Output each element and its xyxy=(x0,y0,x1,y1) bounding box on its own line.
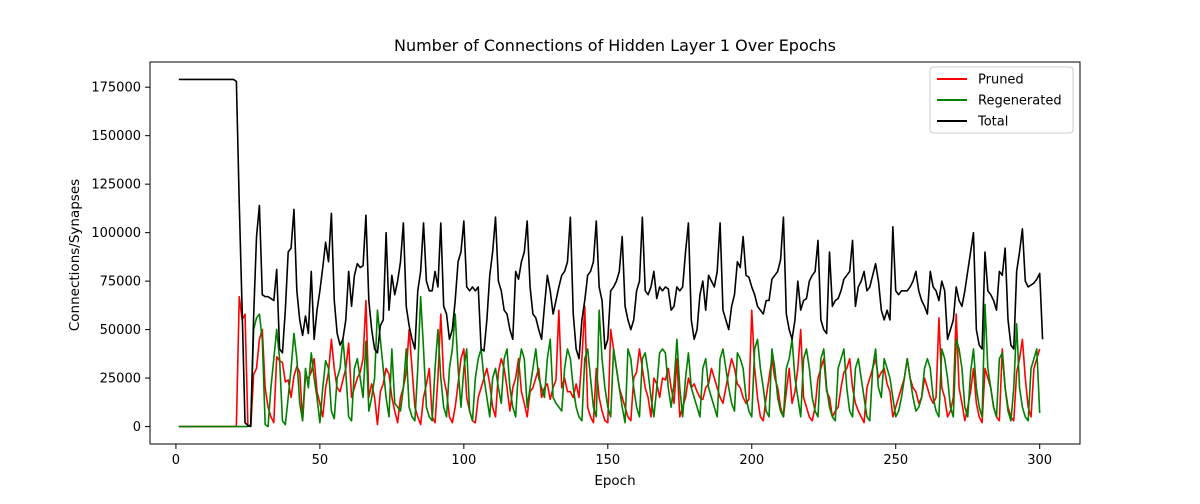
y-tick-label: 100000 xyxy=(91,226,141,241)
y-axis-label: Connections/Synapses xyxy=(67,179,83,331)
plot-frame xyxy=(149,61,1081,445)
y-tick-label: 75000 xyxy=(100,275,141,290)
legend-label-regenerated: Regenerated xyxy=(978,94,1062,109)
x-tick-label: 200 xyxy=(739,453,764,468)
x-tick-label: 250 xyxy=(883,453,908,468)
legend-label-total: Total xyxy=(977,115,1008,130)
y-tick-label: 50000 xyxy=(100,323,141,338)
x-tick-label: 100 xyxy=(451,453,476,468)
plot-area: 0 50 100 150 200 250 300 0 25000 50000 75000 100000… xyxy=(91,61,1081,468)
chart-title: Number of Connections of Hidden Layer 1 … xyxy=(394,36,836,55)
x-tick-label: 150 xyxy=(595,453,620,468)
x-tick-label: 50 xyxy=(312,453,329,468)
y-tick-label: 25000 xyxy=(100,372,141,387)
y-tick-label: 125000 xyxy=(91,178,141,193)
x-tick-label: 300 xyxy=(1027,453,1052,468)
series-line-total xyxy=(178,78,1044,428)
legend-label-pruned: Pruned xyxy=(978,73,1024,88)
x-tick-label: 0 xyxy=(172,453,180,468)
legend: Pruned Regenerated Total xyxy=(929,66,1074,134)
y-tick-label: 150000 xyxy=(91,129,141,144)
series-line-regenerated xyxy=(178,295,1041,428)
legend-box xyxy=(929,66,1074,134)
y-tick-label: 175000 xyxy=(91,81,141,96)
y-tick-label: 0 xyxy=(133,420,141,435)
x-axis-label: Epoch xyxy=(594,473,635,489)
